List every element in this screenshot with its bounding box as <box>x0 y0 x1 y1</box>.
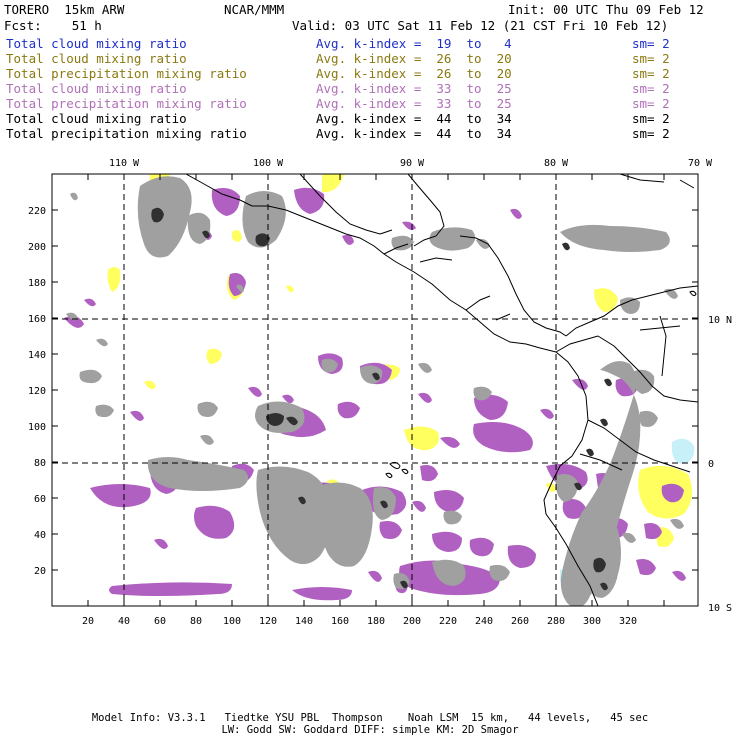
lon-label: 80 W <box>544 158 569 169</box>
legend-index: Avg. k-index = 33 to 25 <box>316 81 512 96</box>
legend-field: Total cloud mixing ratio <box>6 111 187 126</box>
legend-sm: sm= 2 <box>632 96 670 111</box>
valid-time: Valid: 03 UTC Sat 11 Feb 12 (21 CST Fri … <box>292 18 669 33</box>
y-tick-label: 160 <box>28 314 46 325</box>
x-tick-label: 140 <box>295 616 313 627</box>
organization: NCAR/MMM <box>224 2 285 17</box>
legend-sm: sm= 2 <box>632 126 670 141</box>
y-tick-label: 120 <box>28 386 46 397</box>
x-tick-label: 120 <box>259 616 277 627</box>
y-tick-label: 100 <box>28 422 46 433</box>
x-tick-label: 180 <box>367 616 385 627</box>
x-tick-label: 100 <box>223 616 241 627</box>
legend-sm: sm= 2 <box>632 36 670 51</box>
x-tick-label: 20 <box>82 616 94 627</box>
x-tick-label: 240 <box>475 616 493 627</box>
legend-field: Total precipitation mixing ratio <box>6 96 247 111</box>
y-tick-label: 140 <box>28 350 46 361</box>
physics-info: LW: Godd SW: Goddard DIFF: simple KM: 2D… <box>221 724 519 736</box>
tick-marks <box>51 173 698 607</box>
dark-cores <box>151 207 612 591</box>
legend-index: Avg. k-index = 26 to 20 <box>316 66 512 81</box>
y-tick-label: 80 <box>34 458 46 469</box>
legend-index: Avg. k-index = 44 to 34 <box>316 126 512 141</box>
x-tick-label: 160 <box>331 616 349 627</box>
x-tick-label: 220 <box>439 616 457 627</box>
legend-index: Avg. k-index = 44 to 34 <box>316 111 512 126</box>
legend-field: Total cloud mixing ratio <box>6 51 187 66</box>
legend-sm: sm= 2 <box>632 111 670 126</box>
y-tick-label: 220 <box>28 206 46 217</box>
x-tick-label: 60 <box>154 616 166 627</box>
lat-lon-grid <box>52 174 698 606</box>
lat-label: 10 N <box>708 315 732 326</box>
legend-sm: sm= 2 <box>632 81 670 96</box>
lon-label: 70 W <box>688 158 713 169</box>
y-tick-labels: 20 40 60 80 100 120 140 160 180 200 220 <box>28 206 46 577</box>
x-tick-label: 80 <box>190 616 202 627</box>
y-tick-label: 60 <box>34 494 46 505</box>
lat-label: 10 S <box>708 603 732 614</box>
legend-index: Avg. k-index = 26 to 20 <box>316 51 512 66</box>
y-tick-label: 200 <box>28 242 46 253</box>
legend-index: Avg. k-index = 19 to 4 <box>316 36 512 51</box>
init-time: Init: 00 UTC Thu 09 Feb 12 <box>508 2 704 17</box>
x-tick-label: 40 <box>118 616 130 627</box>
lat-label: 0 <box>708 459 714 470</box>
longitude-labels: 110 W 100 W 90 W 80 W 70 W <box>109 158 713 169</box>
lon-label: 100 W <box>253 158 284 169</box>
y-tick-label: 20 <box>34 566 46 577</box>
legend-field: Total precipitation mixing ratio <box>6 66 247 81</box>
x-tick-label: 280 <box>547 616 565 627</box>
legend-sm: sm= 2 <box>632 51 670 66</box>
x-tick-label: 200 <box>403 616 421 627</box>
x-tick-labels: 20 40 60 80 100 120 140 160 180 200 220 … <box>82 616 637 627</box>
forecast-map: 110 W 100 W 90 W 80 W 70 W 10 N 0 10 S 2… <box>28 158 732 627</box>
model-info: Model Info: V3.3.1 Tiedtke YSU PBL Thomp… <box>91 712 649 724</box>
legend-field: Total cloud mixing ratio <box>6 81 187 96</box>
gray-patches <box>66 176 684 606</box>
map-plot-area <box>64 174 698 606</box>
lon-label: 90 W <box>400 158 425 169</box>
x-tick-label: 320 <box>619 616 637 627</box>
latitude-labels: 10 N 0 10 S <box>708 315 732 614</box>
lon-label: 110 W <box>109 158 140 169</box>
forecast-hour: Fcst: 51 h <box>4 18 102 33</box>
model-name: TORERO 15km ARW <box>4 2 125 17</box>
legend-field: Total cloud mixing ratio <box>6 36 187 51</box>
legend-index: Avg. k-index = 33 to 25 <box>316 96 512 111</box>
y-tick-label: 180 <box>28 278 46 289</box>
x-tick-label: 300 <box>583 616 601 627</box>
y-tick-label: 40 <box>34 530 46 541</box>
legend-field: Total precipitation mixing ratio <box>6 126 247 141</box>
coastlines <box>185 174 698 606</box>
x-tick-label: 260 <box>511 616 529 627</box>
legend-sm: sm= 2 <box>632 66 670 81</box>
